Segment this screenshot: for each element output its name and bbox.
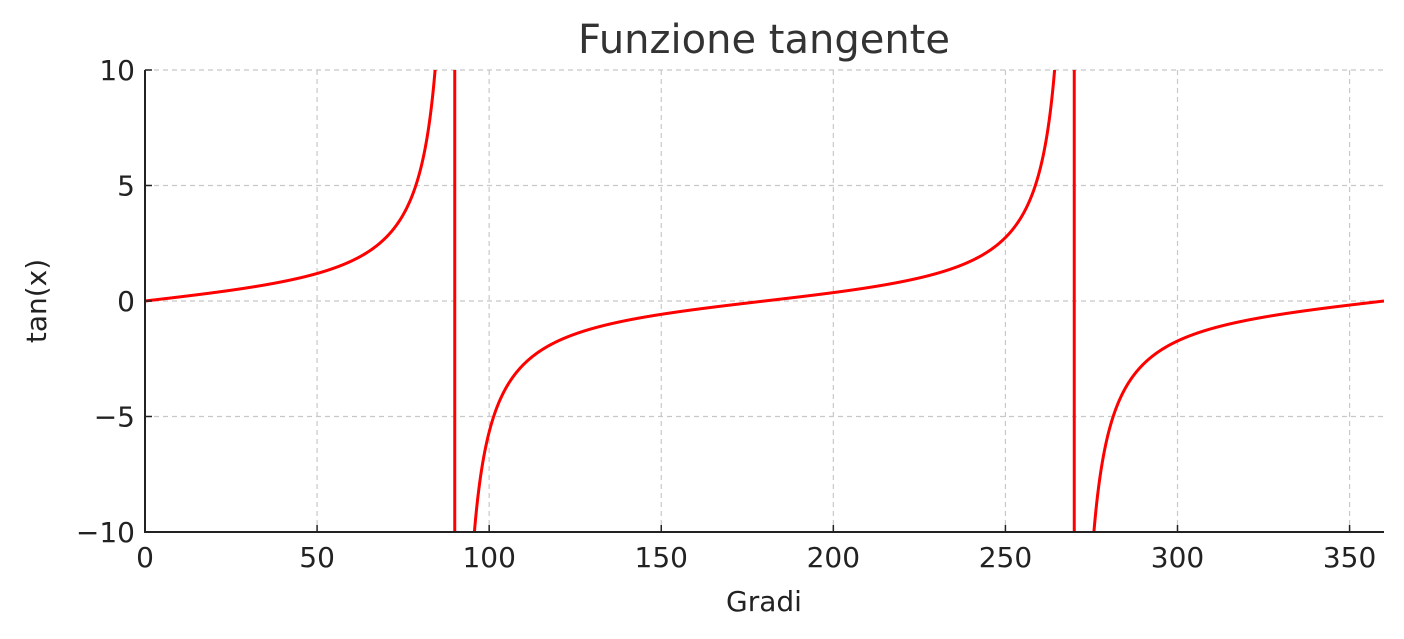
x-tick-label: 250 [979,541,1032,574]
x-tick-label: 200 [807,541,860,574]
tan-series-line [145,70,1384,532]
series-layer [145,70,1384,532]
x-tick-label: 300 [1151,541,1204,574]
axis-ticks: 0 50 100 150 200 250 300 350 −10 −5 0 5 10 [76,54,1376,574]
y-axis-label: tan(x) [20,259,53,343]
grid-lines [145,69,1384,532]
x-axis-label: Gradi [726,585,802,618]
x-tick-label: 150 [635,541,688,574]
y-tick-label: 0 [117,285,135,318]
y-tick-label: −10 [76,516,135,549]
x-tick-label: 350 [1323,541,1376,574]
x-tick-label: 0 [136,541,154,574]
x-tick-label: 50 [299,541,335,574]
y-tick-label: −5 [94,401,135,434]
y-tick-label: 10 [99,54,135,87]
x-tick-label: 100 [462,541,515,574]
chart-title: Funzione tangente [578,17,950,63]
y-tick-label: 5 [117,170,135,203]
